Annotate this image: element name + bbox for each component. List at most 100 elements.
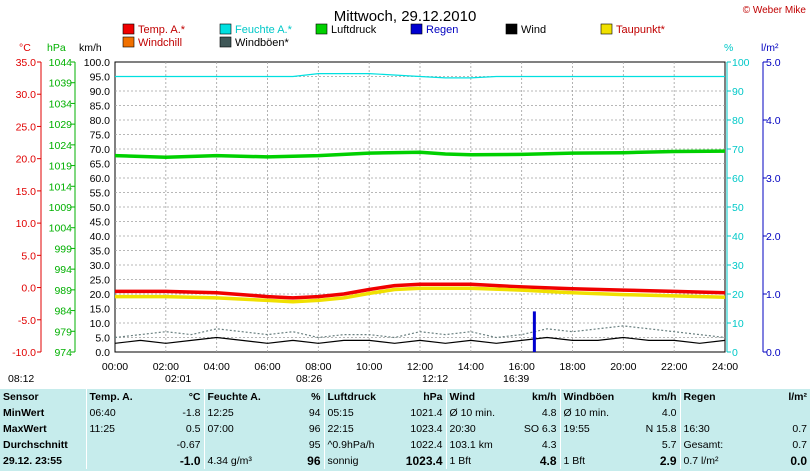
pressure-tick: 1009	[49, 202, 73, 214]
wind-tick: 45.0	[90, 217, 111, 229]
stats-header-cell: Feuchte A.	[203, 389, 274, 405]
wind-tick: 55.0	[90, 188, 111, 200]
stats-cell	[559, 437, 624, 453]
humidity-tick: 90	[732, 86, 744, 98]
wind-tick: 95.0	[90, 72, 111, 84]
stats-cell: 1022.4	[410, 439, 443, 451]
stats-header-cell: Temp. A.	[85, 389, 148, 405]
x-tick: 14:00	[458, 361, 484, 373]
data-series	[114, 72, 726, 352]
credit-label: © Weber Mike	[743, 5, 807, 16]
stats-cell: 19:55	[559, 421, 624, 437]
wind-tick: 90.0	[90, 86, 111, 98]
humidity-tick: 20	[732, 289, 744, 301]
stats-cell: Ø 10 min.	[559, 405, 624, 421]
legend-item: Windböen*	[235, 37, 290, 49]
stats-cell: 103.1 km	[445, 437, 508, 453]
time-markers: 08:12 02:01 08:26 12:12 16:39	[8, 373, 529, 385]
temp-tick: 15.0	[16, 186, 37, 198]
humidity-tick: 0	[732, 347, 738, 359]
rain-tick: 2.0	[766, 231, 781, 243]
rain-tick: 5.0	[766, 57, 781, 69]
temp-tick: 10.0	[16, 218, 37, 230]
stats-header-cell: km/h	[531, 391, 557, 403]
pressure-tick: 974	[54, 347, 72, 359]
legend-item: Luftdruck	[331, 24, 377, 36]
stats-row-label: Durchschnitt	[3, 439, 68, 451]
stats-cell: 4.34 g/m³	[203, 453, 274, 469]
stats-table: Sensor Temp. A. °C Feuchte A.% Luftdruck hPa W…	[0, 389, 810, 469]
wind-tick: 50.0	[90, 202, 111, 214]
legend-item: Feuchte A.*	[235, 24, 293, 36]
stats-cell: 20:30	[445, 421, 508, 437]
stats-header-cell: Windböen	[559, 389, 624, 405]
legend-swatch	[122, 23, 135, 35]
stats-cell: 0.7	[792, 423, 807, 435]
x-tick: 02:00	[153, 361, 179, 373]
legend-swatch	[219, 36, 232, 48]
stats-cell: Gesamt:	[679, 437, 742, 453]
wind-tick: 75.0	[90, 130, 111, 142]
stats-header-cell: °C	[188, 391, 201, 403]
stats-header-cell: hPa	[423, 391, 443, 403]
x-tick: 04:00	[204, 361, 230, 373]
rain-tick: 3.0	[766, 173, 781, 185]
stats-cell: 0.7	[792, 439, 807, 451]
wind-tick: 85.0	[90, 101, 111, 113]
wind-tick: 25.0	[90, 275, 111, 287]
stats-cell: 5.7	[661, 439, 677, 451]
x-tick: 18:00	[559, 361, 585, 373]
rain-tick: 0.0	[766, 347, 781, 359]
pressure-tick: 994	[54, 264, 72, 276]
humidity-tick: 60	[732, 173, 744, 185]
humidity-tick: 80	[732, 115, 744, 127]
pressure-tick: 1034	[49, 98, 73, 110]
stats-cell: 1023.4	[410, 423, 443, 435]
x-tick: 08:00	[305, 361, 331, 373]
axis-units: °C hPa km/h% l/m²	[19, 42, 779, 54]
axis-ticks: 35.0 30.0 25.0 20.0 15.0 10.0 5.0 0.0 -5.0 -10.0 1…	[12, 57, 781, 359]
stats-cell: 1 Bft	[559, 453, 624, 469]
stats-cell: 16:30	[679, 421, 742, 437]
chart-legend: Temp. A.* Feuchte A.* Luftdruck Regen Wind Ta…	[122, 23, 666, 49]
temp-tick: 5.0	[21, 250, 36, 262]
pressure-tick: 1014	[49, 181, 73, 193]
stats-cell: -1.0	[179, 454, 201, 468]
wind-tick: 60.0	[90, 173, 111, 185]
pressure-tick: 989	[54, 285, 72, 297]
stats-cell: 0.7 l/m²	[679, 453, 742, 469]
pressure-tick: 1039	[49, 78, 73, 90]
series-line	[114, 149, 726, 160]
legend-swatch	[410, 23, 423, 35]
stats-cell: 22:15	[323, 421, 390, 437]
series-line	[114, 336, 726, 344]
wind-tick: 15.0	[90, 304, 111, 316]
series-line	[115, 286, 726, 304]
humidity-tick: 50	[732, 202, 744, 214]
pressure-tick: 1004	[49, 223, 73, 235]
stats-cell: 4.0	[661, 407, 677, 419]
x-tick: 24:00	[712, 361, 738, 373]
stats-panel: Sensor Temp. A. °C Feuchte A.% Luftdruck hPa W…	[0, 389, 810, 471]
stats-cell: SO 6.3	[523, 423, 557, 435]
stats-header-cell: Regen	[679, 389, 742, 405]
stats-cell: 96	[307, 454, 321, 468]
wind-tick: 5.0	[95, 333, 110, 345]
stats-cell: 0.0	[790, 454, 807, 468]
stats-cell	[679, 405, 742, 421]
temp-tick: 20.0	[16, 154, 37, 166]
stats-cell: N 15.8	[645, 423, 677, 435]
wind-tick: 0.0	[95, 347, 110, 359]
time-marker: 16:39	[503, 373, 529, 385]
wind-tick: 35.0	[90, 246, 111, 258]
wind-tick: 10.0	[90, 318, 111, 330]
humidity-tick: 40	[732, 231, 744, 243]
legend-swatch	[122, 36, 135, 48]
time-marker: 08:26	[296, 373, 322, 385]
stats-cell: 4.3	[541, 439, 557, 451]
humidity-tick: 30	[732, 260, 744, 272]
pressure-tick: 1019	[49, 161, 73, 173]
time-marker: 08:12	[8, 373, 34, 385]
stats-row: MinWert 06:40 -1.8 12:25 94 05:15 1021.4 Ø 10 m…	[0, 405, 810, 421]
temp-tick: -5.0	[18, 315, 36, 327]
